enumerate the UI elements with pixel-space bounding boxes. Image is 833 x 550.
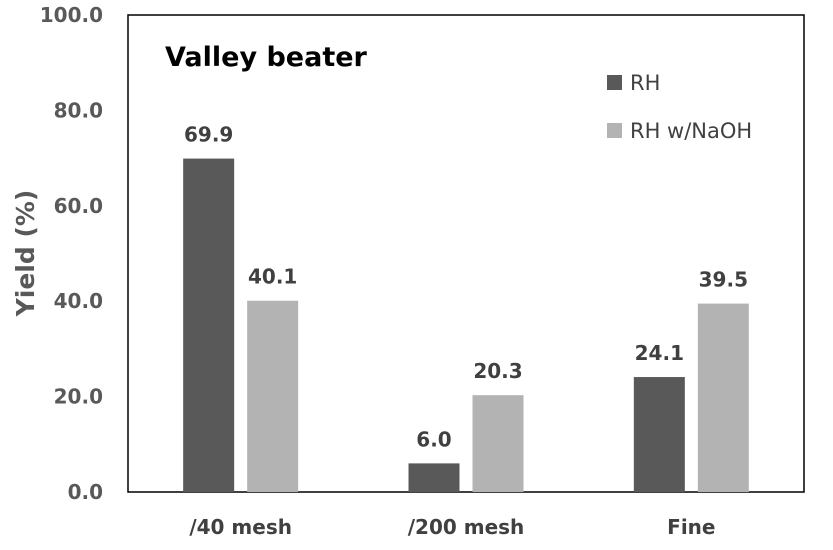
chart-title: Valley beater: [165, 42, 368, 73]
bar-rh-w-naoh-1: [472, 395, 524, 492]
bar-rh-0: [183, 158, 235, 492]
bar-rh-w-naoh-2: [697, 303, 749, 492]
data-label: 40.1: [248, 265, 297, 289]
legend: RH RH w/NaOH: [607, 71, 752, 143]
plot-frame: [127, 14, 805, 493]
bar-rh-w-naoh-0: [247, 300, 299, 492]
data-label: 39.5: [699, 268, 748, 292]
legend-label: RH w/NaOH: [630, 119, 752, 143]
legend-swatch: [607, 75, 622, 90]
y-axis-ticks: 0.0 20.0 40.0 60.0 80.0 100.0: [40, 3, 103, 504]
data-label: 6.0: [416, 427, 451, 451]
data-label: 69.9: [184, 123, 233, 147]
x-axis-labels: /40 mesh/200 mesh Fine: [189, 515, 715, 539]
bar-rh-1: [408, 463, 460, 492]
y-tick-label: 80.0: [54, 98, 103, 122]
y-tick-label: 40.0: [54, 289, 103, 313]
y-tick-label: 100.0: [40, 3, 103, 27]
legend-label: RH: [630, 71, 660, 95]
legend-swatch: [607, 123, 622, 138]
bars-group: [183, 158, 749, 492]
x-category-label: /200 mesh: [408, 515, 525, 539]
data-label: 24.1: [635, 341, 684, 365]
y-tick-label: 0.0: [68, 480, 103, 504]
bar-rh-2: [633, 377, 685, 492]
x-category-label: /40 mesh: [189, 515, 292, 539]
y-tick-label: 60.0: [54, 194, 103, 218]
y-axis-title: Yield (%): [11, 190, 40, 318]
x-category-label: Fine: [667, 515, 715, 539]
data-labels-group: 69.9 40.1 6.0 20.3 24.1 39.5: [184, 123, 748, 452]
y-tick-label: 20.0: [54, 385, 103, 409]
data-label: 20.3: [473, 359, 522, 383]
